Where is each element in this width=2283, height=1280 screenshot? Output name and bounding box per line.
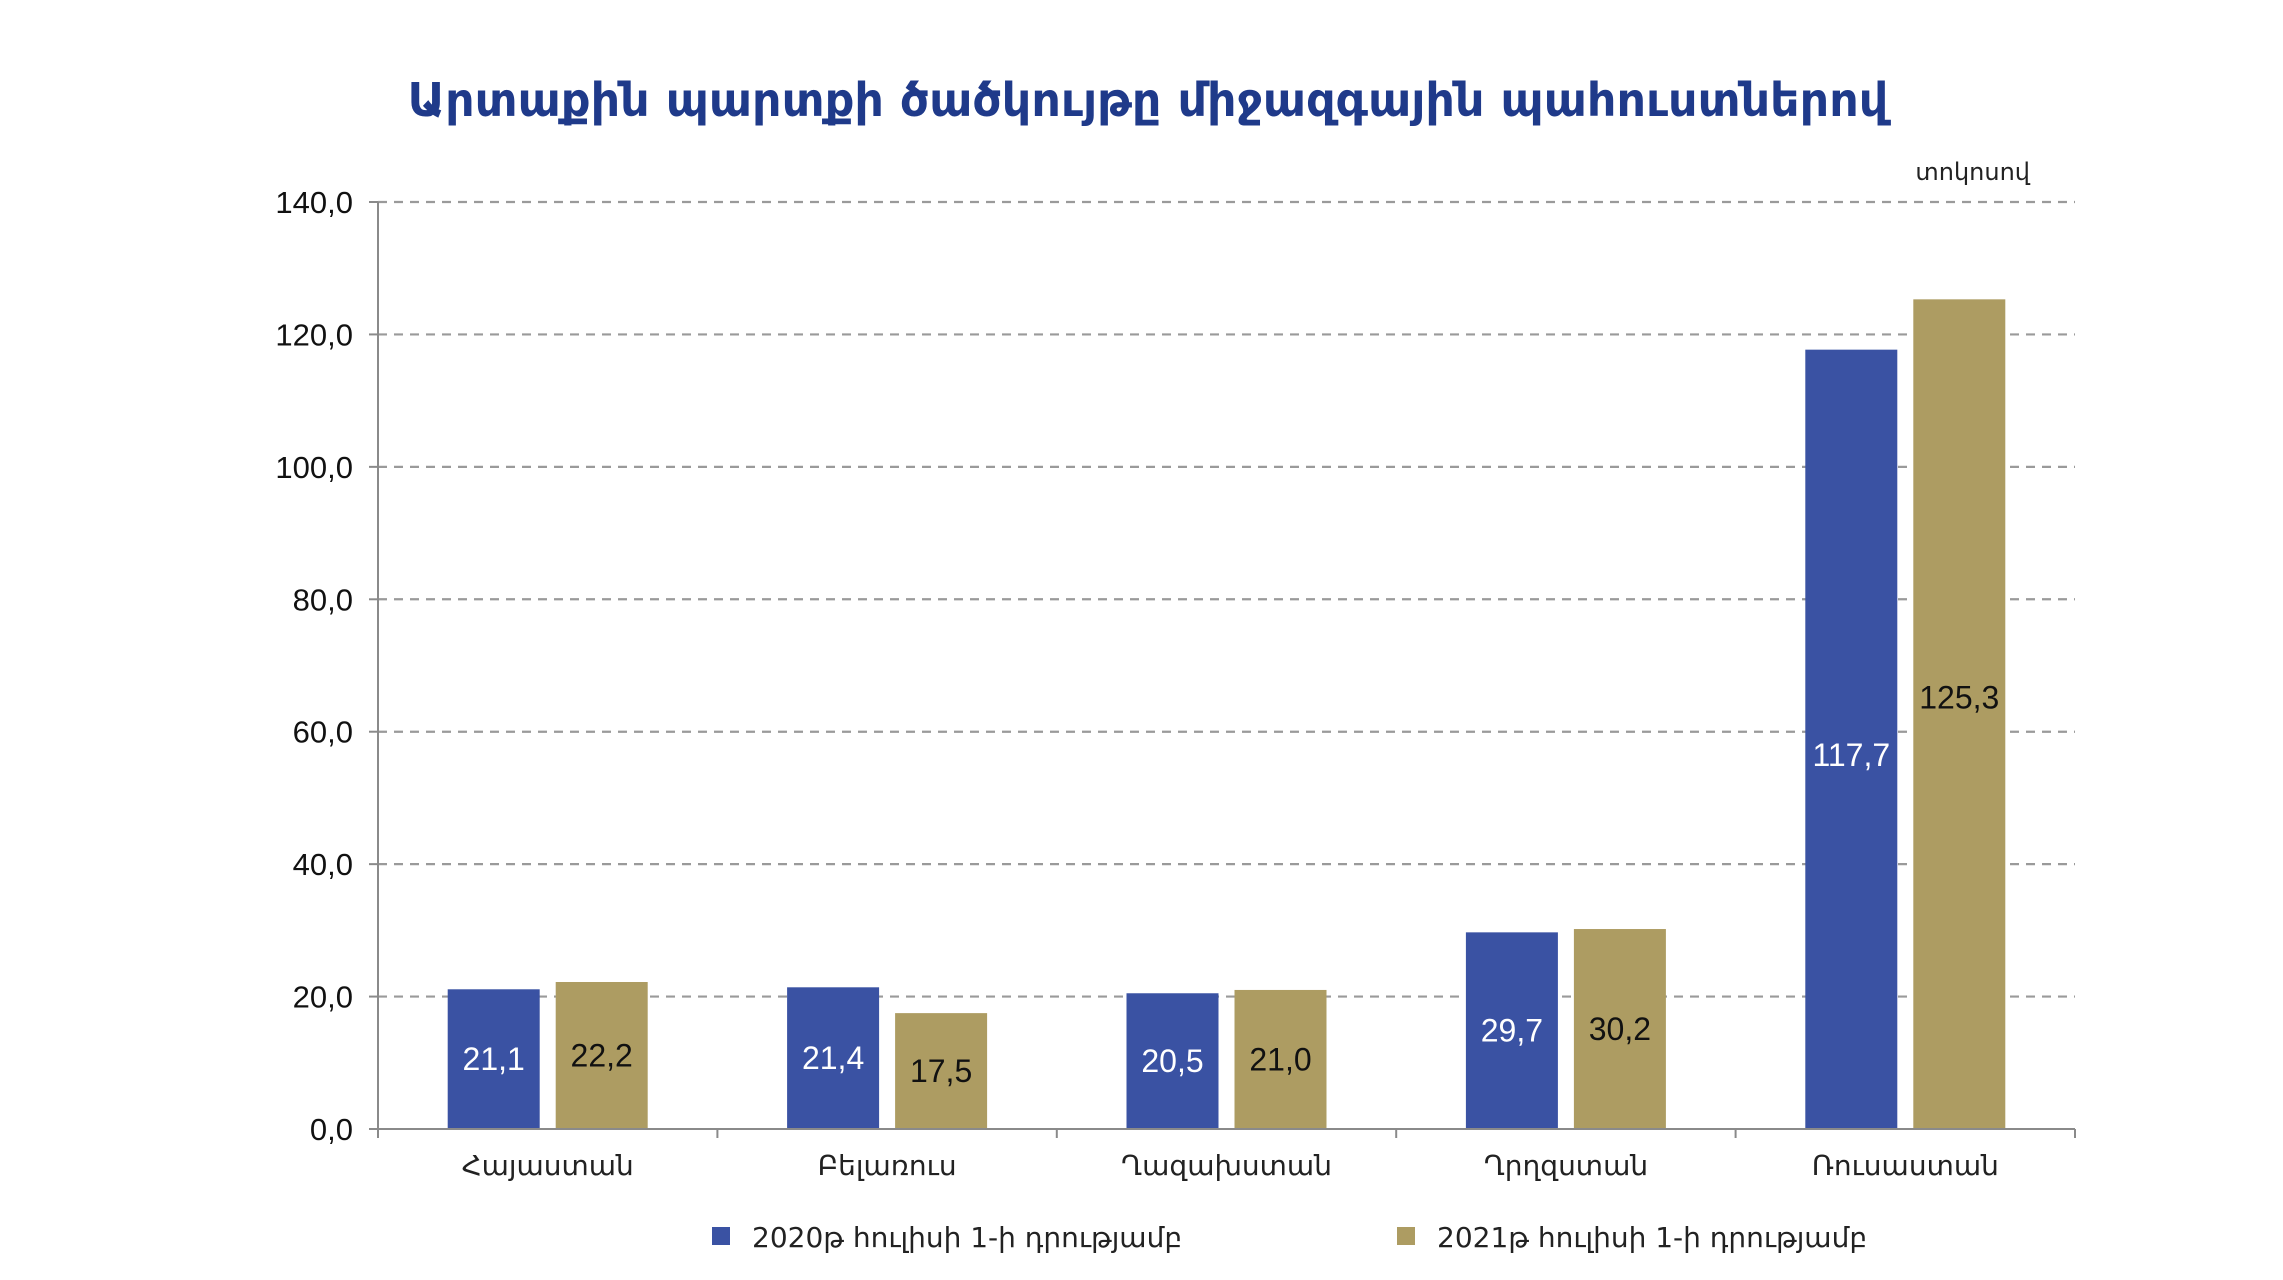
chart-title: Արտաքին պարտքի ծածկույթը միջազգային պահո… bbox=[408, 73, 1892, 127]
legend-swatch bbox=[1397, 1227, 1415, 1245]
legend-label: 2021թ հուլիսի 1-ի դրությամբ bbox=[1437, 1221, 1867, 1254]
bars bbox=[447, 299, 2006, 1130]
bar bbox=[1234, 989, 1327, 1129]
data-label: 21,4 bbox=[802, 1040, 864, 1076]
bar bbox=[1126, 993, 1219, 1129]
data-label: 117,7 bbox=[1812, 737, 1890, 773]
bar bbox=[1913, 299, 2006, 1130]
bar bbox=[895, 1013, 988, 1129]
y-tick-label: 120,0 bbox=[275, 317, 353, 352]
data-label: 20,5 bbox=[1141, 1043, 1203, 1079]
y-tick-label: 60,0 bbox=[293, 715, 353, 750]
axes bbox=[377, 202, 2076, 1138]
y-axis-ticks: 0,0 20,0 40,0 60,0 80,0 100,0 120,0 140,0 bbox=[275, 185, 378, 1147]
legend: 2020թ հուլիսի 1-ի դրությամբ 2021թ հուլիսի… bbox=[712, 1221, 1867, 1254]
category-label: Ղազախստան bbox=[1121, 1149, 1332, 1182]
y-tick-label: 0,0 bbox=[310, 1112, 353, 1147]
category-labels: Հայաստան Բելառուս Ղազախստան Ղրղզստան Ռուսաստ… bbox=[462, 1149, 1999, 1182]
data-label: 29,7 bbox=[1481, 1013, 1543, 1049]
data-label: 30,2 bbox=[1589, 1011, 1651, 1047]
y-tick-label: 40,0 bbox=[293, 847, 353, 882]
data-label: 17,5 bbox=[910, 1053, 972, 1089]
bar bbox=[787, 987, 880, 1129]
y-tick-label: 140,0 bbox=[275, 185, 353, 220]
bar bbox=[1805, 349, 1898, 1130]
bar bbox=[1465, 932, 1558, 1129]
bar bbox=[555, 982, 648, 1129]
data-label: 21,1 bbox=[463, 1041, 525, 1077]
unit-label: տոկոսով bbox=[1915, 158, 2030, 186]
y-tick-label: 80,0 bbox=[293, 582, 353, 617]
legend-label: 2020թ հուլիսի 1-ի դրությամբ bbox=[752, 1221, 1182, 1254]
category-label: Բելառուս bbox=[818, 1149, 957, 1182]
data-label: 21,0 bbox=[1249, 1041, 1311, 1077]
category-label: Ղրղզստան bbox=[1484, 1149, 1648, 1182]
data-label: 125,3 bbox=[1919, 680, 1999, 716]
data-labels: 21,1 22,2 21,4 17,5 20,5 21,0 29,7 30,2 117,7 125… bbox=[463, 680, 2000, 1089]
bar bbox=[1573, 929, 1666, 1129]
category-label: Ռուսաստան bbox=[1812, 1149, 1999, 1182]
y-tick-label: 100,0 bbox=[275, 450, 353, 485]
data-label: 22,2 bbox=[571, 1038, 633, 1074]
grid-lines bbox=[378, 200, 2075, 998]
bar bbox=[447, 989, 540, 1129]
y-tick-label: 20,0 bbox=[293, 980, 353, 1015]
legend-swatch bbox=[712, 1227, 730, 1245]
category-label: Հայաստան bbox=[462, 1149, 634, 1182]
